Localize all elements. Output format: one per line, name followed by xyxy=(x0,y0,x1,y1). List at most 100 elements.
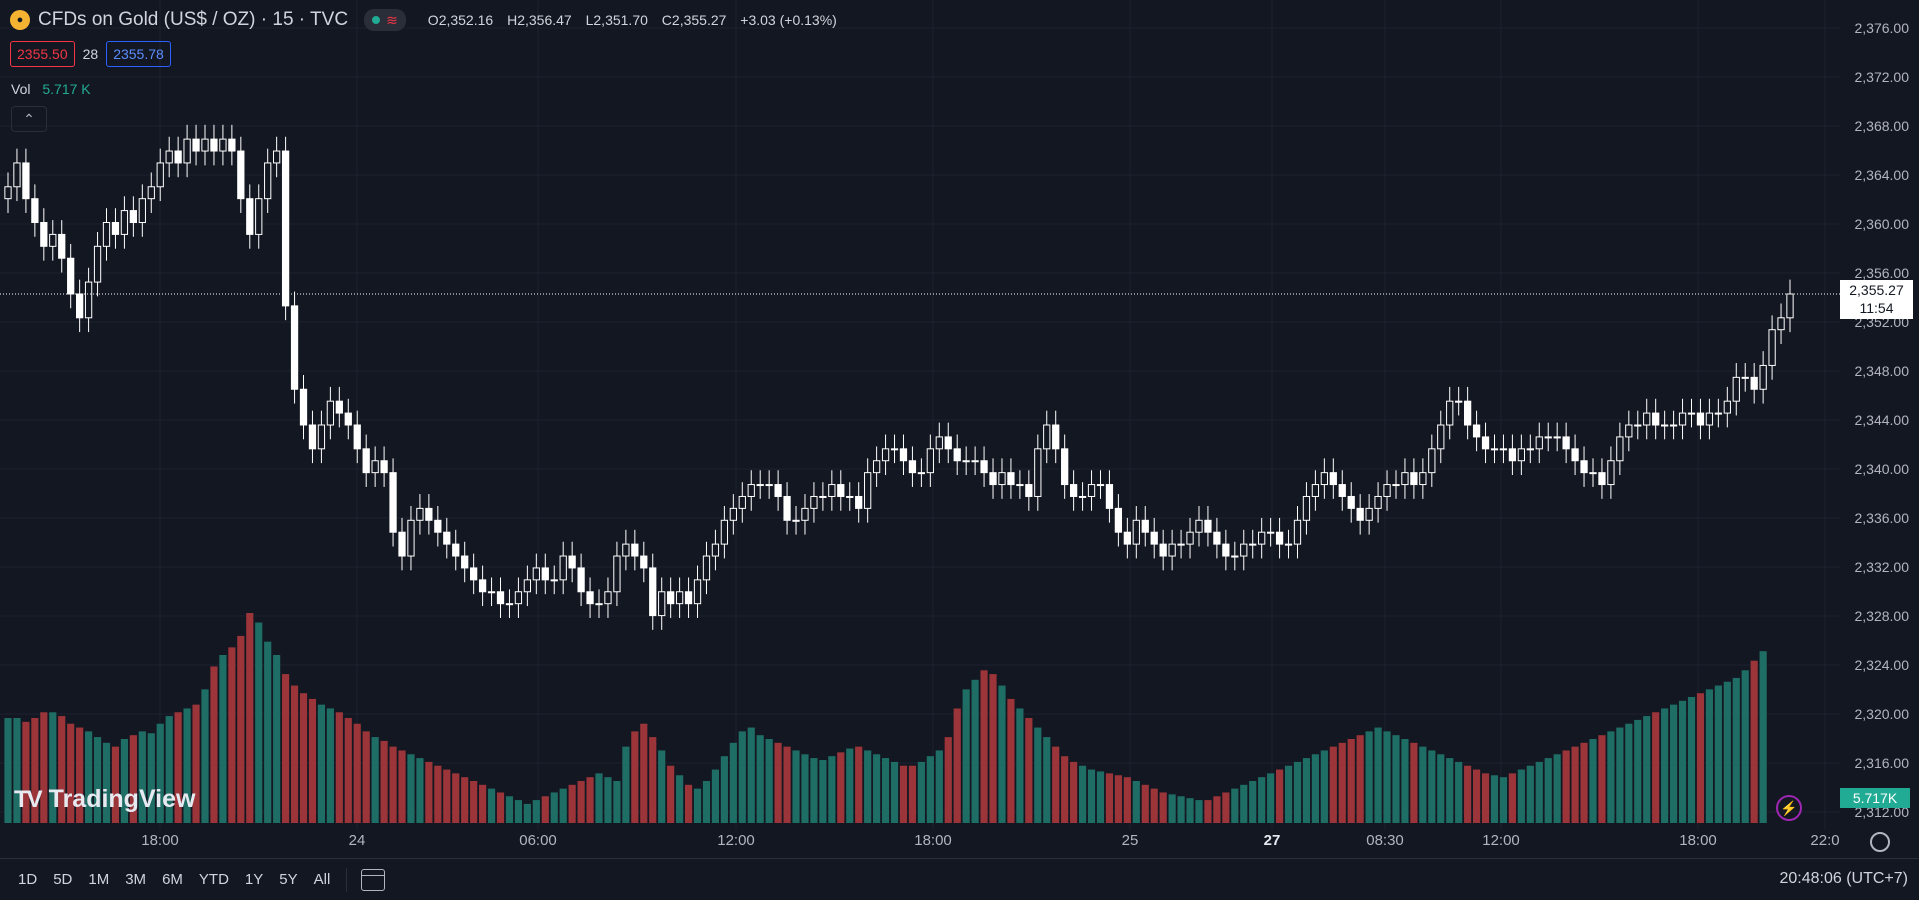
price-tick: 2,332.00 xyxy=(1854,559,1910,575)
candle-body xyxy=(1061,448,1069,486)
candle-body xyxy=(828,484,836,497)
volume-bar xyxy=(1302,758,1311,823)
ask-price-button[interactable]: 2355.78 xyxy=(106,41,171,67)
price-tick: 2,368.00 xyxy=(1854,118,1910,134)
candle-body xyxy=(631,543,639,557)
volume-bar xyxy=(711,769,720,823)
volume-bar xyxy=(765,739,773,823)
candle-body xyxy=(1750,376,1758,390)
candle-body xyxy=(926,448,934,474)
volume-bar xyxy=(120,739,128,823)
volume-bar xyxy=(1114,775,1122,823)
candle-body xyxy=(1598,472,1606,486)
volume-bar xyxy=(1311,754,1319,823)
candle-body xyxy=(774,484,782,497)
price-chart[interactable] xyxy=(0,0,1840,830)
volume-bar xyxy=(1231,788,1239,823)
range-5d-button[interactable]: 5D xyxy=(53,871,73,888)
volume-bar xyxy=(926,756,934,823)
candle-body xyxy=(1535,436,1543,450)
volume-bar xyxy=(1661,708,1669,823)
range-1d-button[interactable]: 1D xyxy=(18,871,38,888)
price-tick: 2,372.00 xyxy=(1854,69,1910,85)
collapse-legend-button[interactable]: ⌃ xyxy=(11,106,47,132)
volume-bar xyxy=(1177,796,1185,823)
price-axis[interactable]: 2,376.00 2,372.00 2,368.00 2,364.00 2,360.00… xyxy=(1840,0,1919,840)
candle-body xyxy=(93,245,102,283)
volume-bar xyxy=(1240,784,1248,823)
volume-bar xyxy=(1132,781,1140,823)
volume-bar xyxy=(353,723,361,823)
volume-bar xyxy=(1356,735,1364,823)
candle-body xyxy=(505,603,514,606)
volume-bar xyxy=(452,773,460,823)
candle-body xyxy=(586,591,594,605)
candle-body xyxy=(980,460,988,474)
candle-body xyxy=(1052,424,1060,450)
bar-countdown: 11:54 xyxy=(1859,300,1894,316)
tradingview-mark-icon: TV xyxy=(14,785,43,813)
candle-body xyxy=(1016,484,1024,487)
candle-body xyxy=(1481,436,1490,450)
price-tick: 2,344.00 xyxy=(1854,412,1910,428)
volume-bar xyxy=(1419,746,1427,823)
price-tick: 2,340.00 xyxy=(1854,461,1910,477)
lightning-icon[interactable]: ⚡ xyxy=(1776,795,1802,821)
market-status-pill[interactable]: ≋ xyxy=(364,9,406,31)
volume-bar xyxy=(344,718,352,823)
range-1m-button[interactable]: 1M xyxy=(88,871,110,888)
volume-bar xyxy=(649,737,657,823)
volume-bar xyxy=(1258,777,1266,823)
volume-bar xyxy=(980,670,988,823)
candle-body xyxy=(917,472,926,475)
volume-bar xyxy=(1473,769,1481,823)
current-price-tag: 2,355.27 11:54 xyxy=(1840,280,1913,319)
volume-bar xyxy=(1616,727,1624,823)
symbol-title[interactable]: CFDs on Gold (US$ / OZ) · 15 · TVC xyxy=(38,9,349,30)
volume-bar xyxy=(676,775,684,823)
volume-bar xyxy=(165,716,173,823)
volume-bar xyxy=(873,754,881,823)
volume-bar xyxy=(487,788,496,823)
range-ytd-button[interactable]: YTD xyxy=(198,871,229,888)
candle-body xyxy=(317,424,326,450)
candle-body xyxy=(1311,484,1320,497)
candle-body xyxy=(1320,472,1328,486)
volume-bar xyxy=(192,704,200,823)
candle-body xyxy=(389,472,397,533)
calendar-goto-icon[interactable] xyxy=(361,868,386,891)
candle-body xyxy=(1463,400,1472,426)
settings-gear-icon[interactable] xyxy=(1870,832,1890,852)
volume-bar xyxy=(1052,746,1060,823)
candle-body xyxy=(353,424,361,450)
price-tick: 2,336.00 xyxy=(1854,510,1910,526)
utc-clock[interactable]: 20:48:06 (UTC+7) xyxy=(1779,870,1908,887)
time-axis[interactable]: 18:00 24 06:00 12:00 18:00 25 27 08:30 12:00 18:0… xyxy=(0,830,1840,854)
range-6m-button[interactable]: 6M xyxy=(162,871,183,888)
range-3m-button[interactable]: 3M xyxy=(125,871,147,888)
candle-body xyxy=(281,150,290,307)
candle-body xyxy=(380,460,388,474)
candle-body xyxy=(1213,531,1221,545)
range-5y-button[interactable]: 5Y xyxy=(279,871,298,888)
candle-body xyxy=(1087,484,1096,497)
tradingview-logo[interactable]: TV TradingView xyxy=(14,785,195,814)
candle-body xyxy=(667,591,675,605)
volume-bar xyxy=(729,742,737,823)
candle-body xyxy=(1678,412,1687,426)
bid-price-button[interactable]: 2355.50 xyxy=(10,41,75,67)
volume-bar xyxy=(1508,773,1516,823)
volume-legend[interactable]: Vol 5.717 K xyxy=(11,81,91,97)
candle-body xyxy=(1258,531,1266,545)
volume-bar xyxy=(684,784,693,823)
candle-body xyxy=(792,519,800,522)
volume-bar xyxy=(416,758,424,823)
volume-bar xyxy=(1670,704,1678,823)
range-1y-button[interactable]: 1Y xyxy=(244,871,264,888)
volume-bar xyxy=(532,800,540,823)
candle-body xyxy=(1616,436,1624,462)
volume-bar xyxy=(1562,750,1570,823)
volume-bar xyxy=(326,708,334,823)
candle-body xyxy=(756,484,764,487)
range-all-button[interactable]: All xyxy=(313,871,331,888)
